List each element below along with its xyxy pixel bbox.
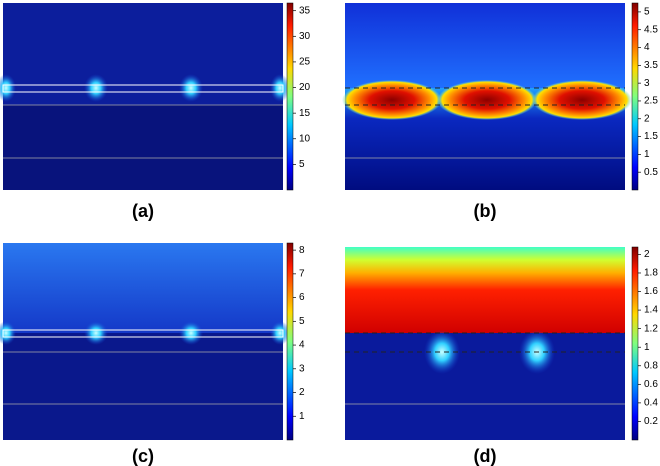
panel-label: (b) bbox=[474, 201, 497, 221]
colorbar-tick-label: 2 bbox=[644, 113, 650, 124]
field-map bbox=[0, 243, 290, 440]
colorbar-tick-label: 1 bbox=[644, 342, 650, 353]
colorbar-tick-label: 1 bbox=[644, 149, 650, 160]
colorbar-tick-label: 6 bbox=[299, 292, 305, 303]
colorbar-tick-label: 2.5 bbox=[644, 96, 658, 107]
colorbar-tick-label: 1.8 bbox=[644, 268, 658, 279]
colorbar-tick-label: 1.6 bbox=[644, 286, 658, 297]
colorbar-tick-label: 30 bbox=[299, 31, 311, 42]
colorbar-tick-label: 0.4 bbox=[644, 398, 658, 409]
colorbar bbox=[286, 242, 294, 441]
colorbar-tick-label: 0.2 bbox=[644, 416, 658, 427]
colorbar-tick-label: 35 bbox=[299, 5, 311, 16]
colorbar-tick-label: 1.2 bbox=[644, 323, 658, 334]
field-map bbox=[345, 247, 625, 440]
panel-label: (d) bbox=[474, 446, 497, 466]
colorbar bbox=[631, 246, 639, 441]
colorbar-tick-label: 4.5 bbox=[644, 24, 658, 35]
panel-label: (a) bbox=[132, 201, 154, 221]
field-map bbox=[0, 3, 290, 190]
colorbar-tick-label: 10 bbox=[299, 133, 311, 144]
panel-label: (c) bbox=[132, 446, 154, 466]
colorbar bbox=[631, 2, 639, 191]
colorbar-tick-label: 5 bbox=[644, 7, 650, 18]
colorbar-tick-label: 2 bbox=[644, 249, 650, 260]
colorbar-tick-label: 8 bbox=[299, 245, 305, 256]
colorbar-tick-label: 25 bbox=[299, 57, 311, 68]
colorbar-tick-label: 3.5 bbox=[644, 60, 658, 71]
colorbar-tick-label: 4 bbox=[644, 42, 650, 53]
colorbar-tick-label: 1.4 bbox=[644, 305, 658, 316]
colorbar-tick-label: 0.8 bbox=[644, 360, 658, 371]
colorbar-tick-label: 4 bbox=[299, 340, 305, 351]
colorbar-tick-label: 5 bbox=[299, 316, 305, 327]
colorbar-tick-label: 0.6 bbox=[644, 379, 658, 390]
colorbar-tick-label: 3 bbox=[644, 78, 650, 89]
colorbar-tick-label: 1 bbox=[299, 411, 305, 422]
colorbar-tick-label: 3 bbox=[299, 363, 305, 374]
colorbar bbox=[286, 2, 294, 191]
colorbar-tick-label: 15 bbox=[299, 108, 311, 119]
field-map bbox=[342, 3, 632, 190]
colorbar-tick-label: 0.5 bbox=[644, 167, 658, 178]
colorbar-tick-label: 2 bbox=[299, 387, 305, 398]
colorbar-tick-label: 20 bbox=[299, 82, 311, 93]
colorbar-tick-label: 5 bbox=[299, 159, 305, 170]
colorbar-tick-label: 7 bbox=[299, 268, 305, 279]
colorbar-tick-label: 1.5 bbox=[644, 131, 658, 142]
